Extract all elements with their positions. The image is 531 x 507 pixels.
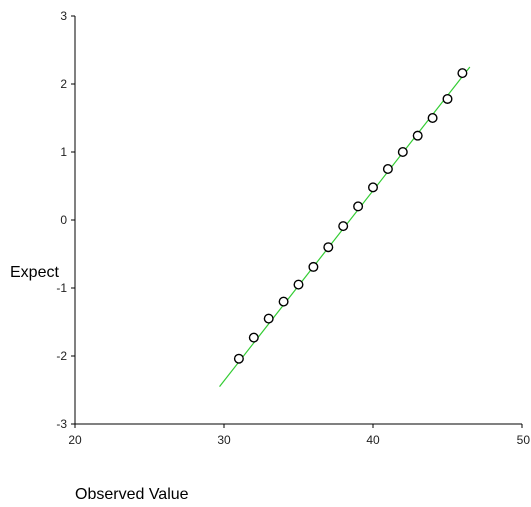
- axis-ticks: [71, 15, 523, 428]
- plot-area: [74, 16, 522, 425]
- data-point-3: [263, 313, 274, 324]
- y-axis-label: Expect: [10, 264, 59, 281]
- y-tick-label-4: 1: [60, 145, 67, 159]
- data-point-13: [412, 130, 423, 141]
- y-tick-label-5: 2: [60, 77, 67, 91]
- y-tick-label-0: -3: [56, 417, 67, 431]
- data-point-1: [233, 353, 244, 364]
- x-tick-label-0: 20: [68, 433, 82, 447]
- data-point-14: [427, 112, 438, 123]
- x-tick-label-2: 40: [366, 433, 380, 447]
- data-point-7: [323, 242, 334, 253]
- axis-labels: -3 -2 -1 0 1 2 3 20 30 40 50: [56, 9, 530, 447]
- data-point-16: [457, 68, 468, 79]
- data-point-2: [248, 332, 259, 343]
- x-axis-label: Observed Value: [75, 486, 189, 503]
- ylabel-mask: [82, 255, 176, 279]
- data-point-12: [397, 146, 408, 157]
- y-tick-label-2: -1: [56, 281, 67, 295]
- data-point-4: [278, 296, 289, 307]
- data-point-10: [368, 182, 379, 193]
- data-point-9: [353, 201, 364, 212]
- x-tick-label-1: 30: [217, 433, 231, 447]
- data-point-5: [293, 279, 304, 290]
- data-point-15: [442, 93, 453, 104]
- y-tick-label-3: 0: [60, 213, 67, 227]
- data-point-11: [382, 163, 393, 174]
- y-tick-label-6: 3: [60, 9, 67, 23]
- x-tick-label-3: 50: [517, 433, 531, 447]
- data-point-6: [308, 261, 319, 272]
- y-tick-label-1: -2: [56, 349, 67, 363]
- data-point-8: [338, 221, 349, 232]
